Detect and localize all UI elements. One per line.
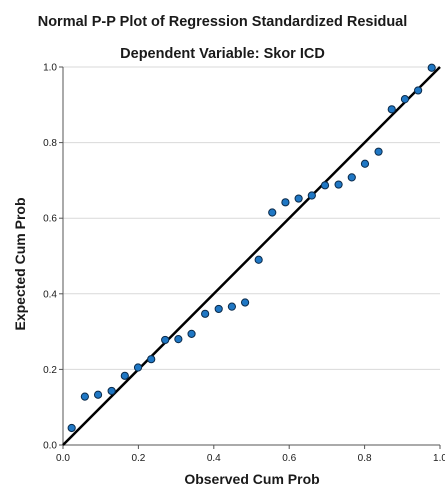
data-point-18 <box>307 191 316 200</box>
x-tick-label-2: 0.4 <box>207 453 221 464</box>
data-point-10 <box>201 309 210 318</box>
chart-subtitle: Dependent Variable: Skor ICD <box>120 46 325 62</box>
data-points <box>67 63 436 433</box>
data-point-7 <box>161 335 170 345</box>
data-point-0 <box>67 423 76 433</box>
data-point-20 <box>334 180 343 189</box>
reference-line-group <box>62 66 441 446</box>
y-tick-label-1: 0.2 <box>43 365 57 376</box>
reference-line <box>62 66 441 446</box>
data-point-22 <box>360 159 370 168</box>
data-point-15 <box>268 208 277 217</box>
data-point-5 <box>133 363 143 372</box>
data-point-17 <box>294 194 303 203</box>
data-point-21 <box>347 173 356 182</box>
chart-title: Normal P-P Plot of Regression Standardiz… <box>37 14 408 30</box>
data-point-2 <box>93 390 103 399</box>
y-tick-label-2: 0.4 <box>43 289 57 300</box>
data-point-1 <box>80 392 89 401</box>
data-point-6 <box>147 355 156 364</box>
y-tick-label-5: 1.0 <box>43 63 57 74</box>
data-point-24 <box>387 105 396 114</box>
y-tick-label-4: 0.8 <box>43 138 57 149</box>
y-tick-label-3: 0.6 <box>43 214 57 225</box>
data-point-19 <box>320 181 330 190</box>
data-point-3 <box>107 386 116 396</box>
data-point-9 <box>187 329 196 338</box>
x-tick-label-5: 1.0 <box>433 453 445 464</box>
x-tick-label-1: 0.2 <box>131 453 145 464</box>
data-point-11 <box>214 304 223 314</box>
gridlines <box>63 66 440 370</box>
x-tick-label-4: 0.8 <box>358 453 372 464</box>
tick-labels: 0.0 0.2 0.4 0.6 0.8 1.0 0.0 0.2 0.4 0.6 0.8 1.0 <box>43 63 445 465</box>
data-point-25 <box>400 95 410 104</box>
axes <box>59 66 441 449</box>
x-tick-label-3: 0.6 <box>282 453 296 464</box>
data-point-23 <box>374 147 383 156</box>
data-point-16 <box>281 198 290 207</box>
data-point-13 <box>240 298 250 307</box>
y-axis-title: Expected Cum Prob <box>12 197 28 330</box>
data-point-26 <box>414 86 423 95</box>
x-axis-title: Observed Cum Prob <box>184 471 319 487</box>
data-point-4 <box>120 371 129 380</box>
data-point-27 <box>427 63 436 72</box>
data-point-14 <box>254 255 263 264</box>
data-point-8 <box>174 335 183 344</box>
y-tick-label-0: 0.0 <box>43 441 57 452</box>
x-tick-label-0: 0.0 <box>56 453 70 464</box>
data-point-12 <box>227 302 236 311</box>
